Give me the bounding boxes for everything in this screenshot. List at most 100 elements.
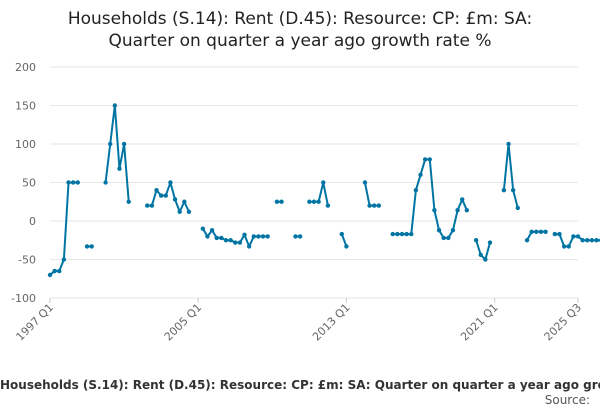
data-point[interactable] bbox=[311, 199, 317, 204]
data-point[interactable] bbox=[168, 180, 173, 185]
data-point[interactable] bbox=[575, 234, 581, 239]
data-point[interactable] bbox=[251, 234, 256, 239]
data-point[interactable] bbox=[534, 229, 539, 234]
data-point[interactable] bbox=[75, 180, 80, 185]
data-point[interactable] bbox=[501, 188, 507, 193]
data-point[interactable] bbox=[149, 203, 155, 208]
data-point[interactable] bbox=[103, 180, 108, 185]
data-point[interactable] bbox=[566, 244, 571, 249]
data-point[interactable] bbox=[367, 203, 372, 208]
data-point[interactable] bbox=[427, 157, 432, 162]
data-point[interactable] bbox=[515, 205, 520, 211]
y-tick-label: 50 bbox=[22, 177, 36, 190]
data-point[interactable] bbox=[163, 193, 168, 198]
data-point[interactable] bbox=[223, 238, 229, 243]
data-point[interactable] bbox=[580, 238, 585, 243]
data-point[interactable] bbox=[256, 234, 261, 239]
data-point[interactable] bbox=[242, 232, 247, 238]
y-tick-label: -50 bbox=[18, 254, 36, 267]
data-point[interactable] bbox=[478, 252, 483, 258]
data-point[interactable] bbox=[390, 231, 395, 237]
data-point[interactable] bbox=[219, 235, 224, 241]
data-point[interactable] bbox=[172, 197, 178, 202]
data-point[interactable] bbox=[543, 229, 548, 234]
data-point[interactable] bbox=[413, 188, 419, 193]
data-point[interactable] bbox=[557, 231, 562, 237]
data-point[interactable] bbox=[177, 209, 182, 214]
data-point[interactable] bbox=[237, 240, 243, 245]
x-tick-label: 2021 Q1 bbox=[458, 301, 501, 344]
data-point[interactable] bbox=[293, 234, 298, 239]
data-point[interactable] bbox=[441, 235, 446, 241]
series-line bbox=[475, 239, 491, 261]
data-point[interactable] bbox=[228, 238, 233, 243]
data-point[interactable] bbox=[395, 231, 400, 237]
data-point[interactable] bbox=[418, 172, 423, 177]
data-point[interactable] bbox=[529, 229, 534, 234]
data-point[interactable] bbox=[205, 234, 210, 239]
data-point[interactable] bbox=[561, 244, 567, 249]
data-point[interactable] bbox=[233, 240, 238, 245]
data-point[interactable] bbox=[585, 238, 590, 243]
data-point[interactable] bbox=[279, 199, 284, 204]
data-point[interactable] bbox=[108, 141, 113, 147]
data-point[interactable] bbox=[460, 197, 465, 202]
data-point[interactable] bbox=[61, 257, 67, 262]
data-point[interactable] bbox=[209, 228, 215, 233]
data-point[interactable] bbox=[70, 180, 76, 185]
data-point[interactable] bbox=[47, 272, 53, 278]
data-point[interactable] bbox=[483, 257, 488, 262]
data-point[interactable] bbox=[422, 157, 428, 162]
data-point[interactable] bbox=[524, 238, 530, 243]
data-point[interactable] bbox=[450, 228, 456, 233]
data-point[interactable] bbox=[186, 209, 192, 214]
series-line bbox=[392, 158, 468, 239]
data-point[interactable] bbox=[538, 229, 544, 234]
data-point[interactable] bbox=[473, 238, 479, 243]
data-point[interactable] bbox=[145, 203, 150, 208]
data-point[interactable] bbox=[339, 231, 344, 237]
data-point[interactable] bbox=[307, 199, 312, 204]
data-point[interactable] bbox=[552, 231, 558, 237]
data-point[interactable] bbox=[260, 234, 266, 239]
data-point[interactable] bbox=[200, 226, 206, 231]
data-point[interactable] bbox=[154, 188, 159, 193]
data-point[interactable] bbox=[344, 244, 349, 249]
data-point[interactable] bbox=[409, 231, 414, 237]
data-point[interactable] bbox=[372, 203, 377, 208]
data-point[interactable] bbox=[446, 235, 451, 241]
data-point[interactable] bbox=[432, 208, 437, 213]
data-point[interactable] bbox=[589, 238, 595, 243]
data-point[interactable] bbox=[117, 166, 122, 171]
data-point[interactable] bbox=[121, 141, 127, 147]
data-point[interactable] bbox=[84, 244, 90, 249]
data-point[interactable] bbox=[214, 235, 219, 241]
data-point[interactable] bbox=[362, 180, 368, 185]
data-point[interactable] bbox=[246, 244, 252, 249]
data-point[interactable] bbox=[506, 141, 511, 147]
data-point[interactable] bbox=[436, 228, 442, 233]
data-point[interactable] bbox=[510, 188, 516, 193]
data-point[interactable] bbox=[325, 203, 331, 208]
data-point[interactable] bbox=[52, 268, 57, 274]
data-point[interactable] bbox=[89, 244, 94, 249]
data-point[interactable] bbox=[594, 238, 599, 243]
data-point[interactable] bbox=[112, 103, 118, 108]
data-point[interactable] bbox=[404, 231, 409, 237]
data-point[interactable] bbox=[126, 199, 131, 204]
data-point[interactable] bbox=[158, 193, 164, 198]
data-point[interactable] bbox=[571, 234, 576, 239]
data-point[interactable] bbox=[376, 203, 382, 208]
data-point[interactable] bbox=[487, 240, 493, 245]
data-point[interactable] bbox=[297, 234, 303, 239]
data-point[interactable] bbox=[57, 268, 62, 274]
data-point[interactable] bbox=[321, 180, 326, 185]
data-point[interactable] bbox=[66, 180, 71, 185]
data-point[interactable] bbox=[274, 199, 280, 204]
data-point[interactable] bbox=[464, 208, 470, 213]
data-point[interactable] bbox=[265, 234, 270, 239]
data-point[interactable] bbox=[455, 208, 460, 213]
data-point[interactable] bbox=[182, 199, 187, 204]
data-point[interactable] bbox=[316, 199, 321, 204]
data-point[interactable] bbox=[399, 231, 405, 237]
